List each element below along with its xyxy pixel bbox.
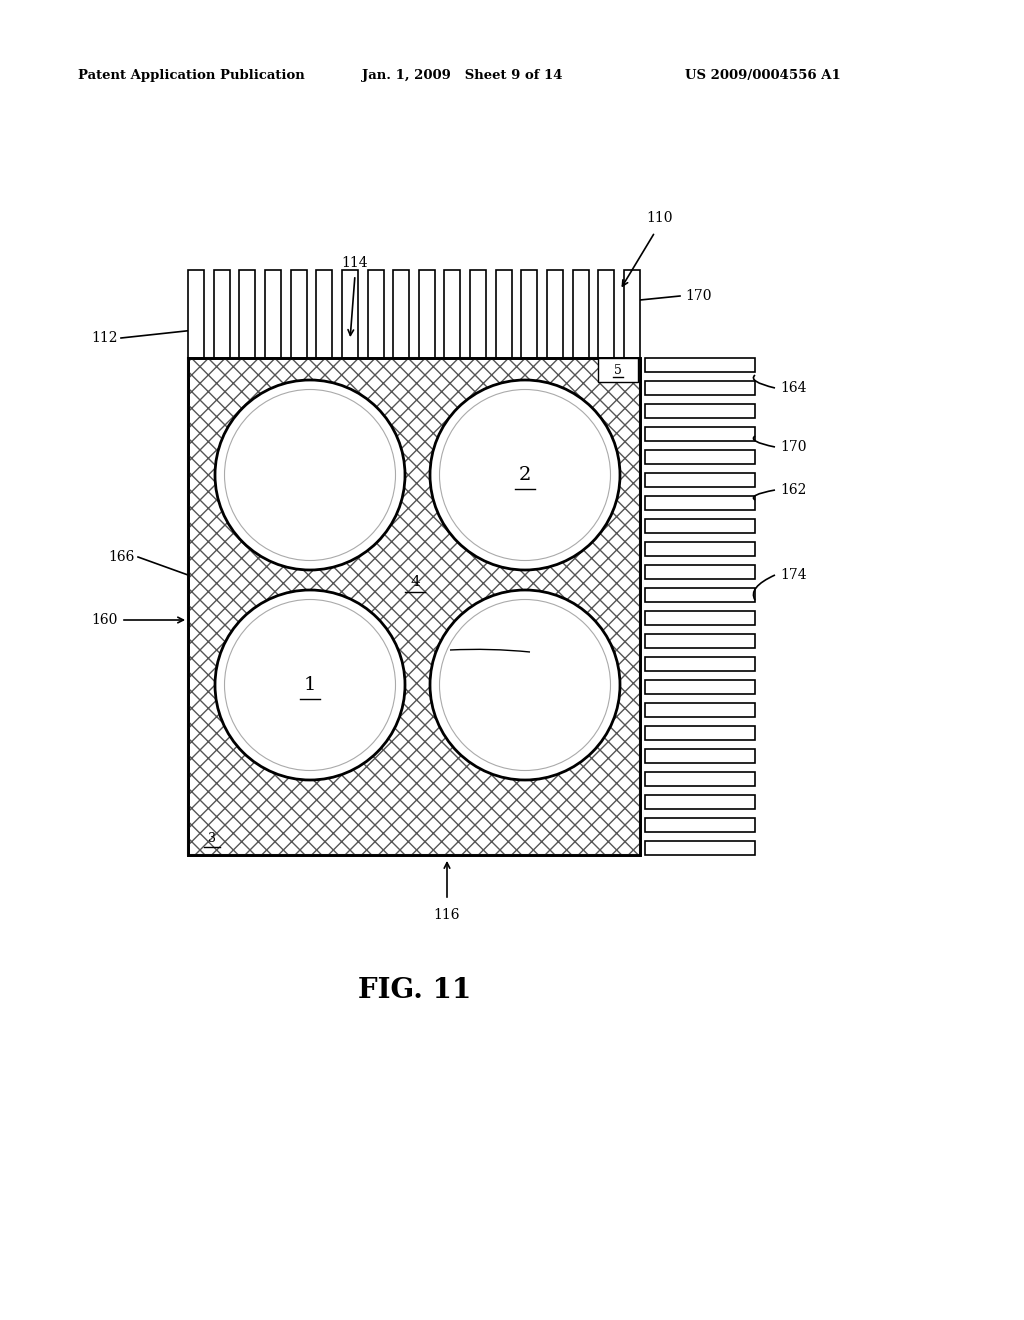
Ellipse shape (430, 590, 620, 780)
Text: Jan. 1, 2009   Sheet 9 of 14: Jan. 1, 2009 Sheet 9 of 14 (362, 69, 562, 82)
Bar (645, 565, 755, 579)
Bar (470, 271, 486, 358)
Bar (598, 358, 638, 381)
Bar (645, 404, 755, 418)
Bar (645, 426, 755, 441)
Bar (645, 450, 755, 465)
Bar (645, 381, 755, 395)
Bar (496, 271, 512, 358)
Text: 114: 114 (342, 256, 369, 271)
Bar (645, 818, 755, 832)
Bar (645, 680, 755, 694)
Text: 1: 1 (304, 676, 316, 694)
Text: 160: 160 (91, 612, 118, 627)
Bar (645, 657, 755, 671)
Text: 116: 116 (434, 908, 460, 921)
Text: 170: 170 (685, 289, 712, 304)
Bar (521, 271, 538, 358)
Bar (214, 271, 229, 358)
Text: US 2009/0004556 A1: US 2009/0004556 A1 (685, 69, 841, 82)
Text: Patent Application Publication: Patent Application Publication (78, 69, 305, 82)
Bar (645, 358, 755, 372)
Bar (444, 271, 461, 358)
Text: 110: 110 (647, 211, 673, 224)
Text: 170: 170 (780, 440, 807, 454)
Bar (572, 271, 589, 358)
Bar (393, 271, 410, 358)
Bar (419, 271, 435, 358)
Bar (188, 358, 640, 855)
Bar (368, 271, 384, 358)
Bar (624, 271, 640, 358)
Bar (291, 271, 306, 358)
Bar (645, 704, 755, 717)
Bar (645, 473, 755, 487)
Bar (645, 543, 755, 556)
Ellipse shape (430, 380, 620, 570)
Text: 162: 162 (780, 483, 806, 498)
Text: 112: 112 (91, 331, 118, 345)
Bar (598, 271, 614, 358)
Text: 5: 5 (614, 363, 622, 376)
Bar (547, 271, 563, 358)
Ellipse shape (224, 599, 395, 771)
Bar (342, 271, 357, 358)
Bar (188, 358, 640, 855)
Text: 3: 3 (208, 832, 216, 845)
Bar (265, 271, 281, 358)
Text: 4: 4 (411, 576, 420, 589)
Ellipse shape (439, 389, 610, 561)
Ellipse shape (215, 590, 406, 780)
Bar (645, 748, 755, 763)
Bar (188, 358, 640, 855)
Bar (645, 496, 755, 510)
Bar (316, 271, 332, 358)
Bar (645, 841, 755, 855)
Text: 164: 164 (780, 381, 807, 395)
Bar (645, 634, 755, 648)
Text: FIG. 11: FIG. 11 (358, 977, 472, 1003)
Bar (645, 726, 755, 741)
Bar (188, 271, 204, 358)
Ellipse shape (215, 380, 406, 570)
Bar (645, 611, 755, 624)
Text: 166: 166 (109, 550, 135, 564)
Bar (240, 271, 255, 358)
Ellipse shape (224, 389, 395, 561)
Text: 174: 174 (780, 568, 807, 582)
Bar (645, 772, 755, 785)
Bar (645, 519, 755, 533)
Bar (645, 795, 755, 809)
Text: 2: 2 (519, 466, 531, 484)
Ellipse shape (439, 599, 610, 771)
Bar (645, 587, 755, 602)
